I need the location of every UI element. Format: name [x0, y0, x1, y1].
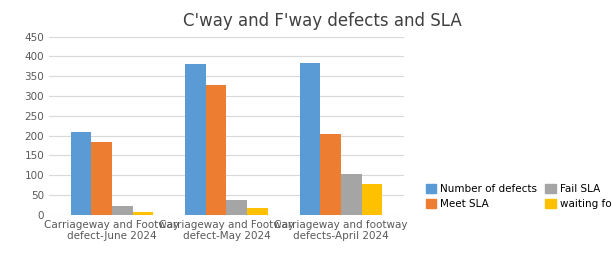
Bar — [300, 63, 320, 215]
Bar — [206, 85, 226, 215]
Bar — [341, 174, 362, 215]
Title: C'way and F'way defects and SLA: C'way and F'way defects and SLA — [183, 12, 461, 30]
Bar — [91, 141, 112, 215]
Bar — [133, 212, 153, 215]
Legend: Number of defects, Meet SLA, Fail SLA, waiting for completion: Number of defects, Meet SLA, Fail SLA, w… — [422, 180, 612, 213]
Bar — [71, 132, 91, 215]
Bar — [247, 208, 267, 215]
Bar — [226, 200, 247, 215]
Bar — [362, 184, 382, 215]
Bar — [185, 64, 206, 215]
Bar — [320, 134, 341, 215]
Bar — [112, 206, 133, 215]
